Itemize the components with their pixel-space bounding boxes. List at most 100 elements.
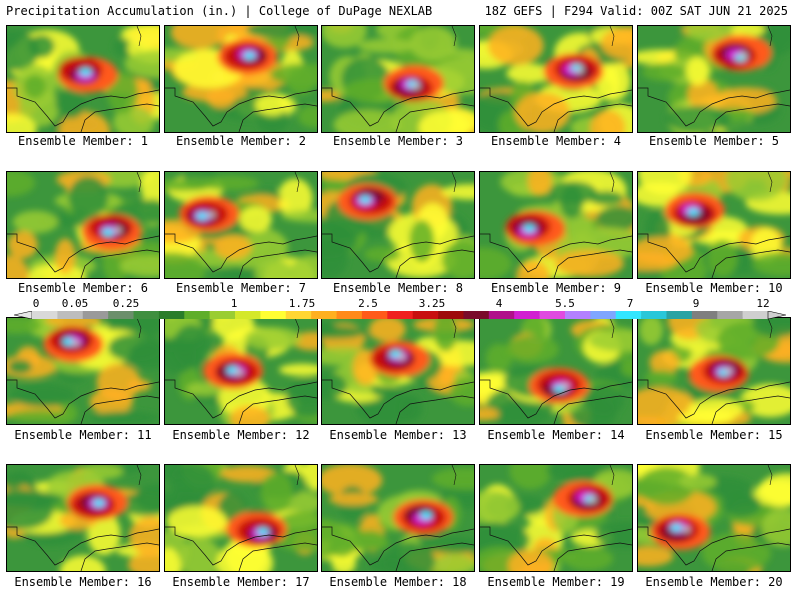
colorbar-swatch bbox=[158, 311, 185, 319]
precip-map bbox=[322, 318, 474, 424]
colorbar-swatch bbox=[438, 311, 464, 319]
coastline-outline bbox=[711, 103, 790, 132]
precip-map bbox=[322, 172, 474, 278]
model-run-info: 18Z GEFS | F294 Valid: 00Z SAT JUN 21 20… bbox=[484, 4, 788, 18]
precip-map bbox=[7, 172, 159, 278]
colorbar-tick-label: 5.5 bbox=[555, 297, 575, 310]
coastline-outline bbox=[238, 542, 317, 571]
ensemble-map-panel bbox=[164, 25, 318, 133]
state-border-outline bbox=[165, 379, 317, 419]
colorbar-swatch bbox=[564, 311, 591, 319]
border-outline bbox=[609, 318, 615, 339]
colorbar-swatch bbox=[260, 311, 287, 319]
colorbar-swatch bbox=[539, 311, 566, 319]
ensemble-map-panel bbox=[637, 171, 791, 279]
colorbar-tick-label: 1 bbox=[230, 297, 238, 310]
precip-map bbox=[638, 172, 790, 278]
ensemble-member-label: Ensemble Member: 8 bbox=[332, 281, 464, 295]
colorbar-swatch bbox=[615, 311, 642, 319]
precip-map bbox=[480, 318, 632, 424]
state-border-outline bbox=[638, 233, 790, 273]
precip-map bbox=[480, 26, 632, 132]
border-outline bbox=[451, 318, 457, 339]
ensemble-member-label: Ensemble Member: 4 bbox=[490, 134, 622, 148]
ensemble-member-label: Ensemble Member: 19 bbox=[487, 575, 625, 589]
state-border-outline bbox=[322, 379, 474, 419]
border-outline bbox=[136, 172, 142, 193]
colorbar-tick-label: 3.25 bbox=[418, 297, 446, 310]
colorbar-swatch bbox=[82, 311, 109, 319]
coastline-outline bbox=[711, 542, 790, 571]
colorbar-swatch bbox=[412, 311, 439, 319]
ensemble-map-panel bbox=[6, 25, 160, 133]
precip-map bbox=[480, 172, 632, 278]
ensemble-member-label: Ensemble Member: 16 bbox=[14, 575, 152, 589]
coastline-outline bbox=[238, 103, 317, 132]
precip-map bbox=[322, 465, 474, 571]
colorbar-swatch bbox=[488, 311, 515, 319]
colorbar-swatch bbox=[57, 311, 84, 319]
ensemble-map-panel bbox=[321, 464, 475, 572]
border-outline bbox=[451, 172, 457, 193]
colorbar-tick-label: 0 bbox=[32, 297, 40, 310]
colorbar-tick-label: 0.05 bbox=[61, 297, 89, 310]
coastline-outline bbox=[553, 103, 632, 132]
border-outline bbox=[136, 26, 142, 47]
state-border-outline bbox=[480, 526, 632, 566]
colorbar-swatch bbox=[742, 311, 769, 319]
ensemble-member-label: Ensemble Member: 13 bbox=[329, 428, 467, 442]
ensemble-map-panel bbox=[479, 25, 633, 133]
border-outline bbox=[294, 465, 300, 486]
colorbar-swatch bbox=[691, 311, 718, 319]
ensemble-member-label: Ensemble Member: 20 bbox=[645, 575, 783, 589]
colorbar-tick-label: 0.25 bbox=[112, 297, 140, 310]
ensemble-member-label: Ensemble Member: 2 bbox=[175, 134, 307, 148]
ensemble-map-panel bbox=[321, 317, 475, 425]
precip-map bbox=[165, 26, 317, 132]
ensemble-map-panel bbox=[479, 317, 633, 425]
coastline-outline bbox=[711, 249, 790, 278]
colorbar-tick-labels: 0 0.05 0.25 1 1.75 2.5 3.25 4 5.5 7 9 12 bbox=[0, 297, 800, 311]
colorbar bbox=[14, 311, 786, 319]
colorbar-swatch bbox=[387, 311, 413, 319]
coastline-outline bbox=[238, 249, 317, 278]
border-outline bbox=[767, 318, 773, 339]
colorbar-swatch bbox=[285, 311, 312, 319]
colorbar-swatch bbox=[108, 311, 134, 319]
coastline-outline bbox=[553, 395, 632, 424]
ensemble-member-label: Ensemble Member: 14 bbox=[487, 428, 625, 442]
state-border-outline bbox=[165, 233, 317, 273]
ensemble-map-panel bbox=[6, 317, 160, 425]
colorbar-tick-label: 1.75 bbox=[288, 297, 316, 310]
border-outline bbox=[767, 172, 773, 193]
coastline-outline bbox=[80, 103, 159, 132]
state-border-outline bbox=[7, 526, 159, 566]
ensemble-map-panel bbox=[164, 464, 318, 572]
coastline-outline bbox=[553, 542, 632, 571]
precip-map bbox=[165, 318, 317, 424]
ensemble-member-label: Ensemble Member: 17 bbox=[172, 575, 310, 589]
state-border-outline bbox=[480, 87, 632, 127]
coastline-outline bbox=[711, 395, 790, 424]
colorbar-swatch bbox=[235, 311, 261, 319]
state-border-outline bbox=[7, 233, 159, 273]
ensemble-map-panel bbox=[637, 464, 791, 572]
ensemble-member-label: Ensemble Member: 5 bbox=[648, 134, 780, 148]
precip-map bbox=[7, 26, 159, 132]
colorbar-swatch bbox=[184, 311, 210, 319]
state-border-outline bbox=[322, 233, 474, 273]
colorbar-swatch bbox=[666, 311, 693, 319]
border-outline bbox=[609, 172, 615, 193]
precip-map bbox=[480, 465, 632, 571]
ensemble-map-panel bbox=[164, 171, 318, 279]
colorbar-tick-label: 9 bbox=[692, 297, 700, 310]
ensemble-map-panel bbox=[321, 25, 475, 133]
ensemble-map-panel bbox=[479, 464, 633, 572]
coastline-outline bbox=[553, 249, 632, 278]
ensemble-map-panel bbox=[164, 317, 318, 425]
precip-map bbox=[638, 318, 790, 424]
coastline-outline bbox=[395, 542, 474, 571]
border-outline bbox=[294, 172, 300, 193]
border-outline bbox=[294, 318, 300, 339]
colorbar-tick-label: 2.5 bbox=[358, 297, 378, 310]
